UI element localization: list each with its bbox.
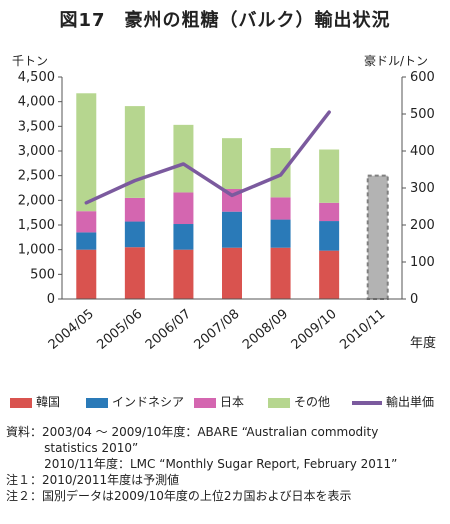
- y2-tick-label: 500: [410, 107, 435, 122]
- x-tick-label: 2008/09: [240, 307, 291, 353]
- legend-swatch-other: [268, 397, 290, 408]
- bar-japan: [270, 197, 291, 220]
- x-tick-label: 2010/11: [337, 307, 388, 353]
- bar-forecast: [366, 174, 389, 301]
- bar-korea: [124, 247, 145, 299]
- legend-item-japan: 日本: [194, 393, 244, 410]
- y-tick-label: 2,000: [18, 193, 55, 208]
- bar-korea: [270, 247, 291, 299]
- bar-japan: [173, 192, 194, 225]
- bar-other: [124, 106, 145, 198]
- line-export-price: [84, 110, 331, 205]
- x-tick-label: 2006/07: [143, 307, 194, 353]
- y-tick-label: 1,500: [18, 218, 55, 233]
- note-line: 2010/11年度：LMC “Monthly Sugar Report, Feb…: [6, 457, 398, 471]
- left-axis-unit: 千トン: [12, 54, 49, 68]
- y2-tick-label: 400: [410, 144, 435, 159]
- y2-tick-label: 600: [410, 70, 435, 85]
- y-tick-label: 500: [30, 267, 55, 282]
- y-tick-label: 3,000: [18, 144, 55, 159]
- y-tick-label: 1,000: [18, 243, 55, 258]
- legend-swatch-price: [352, 400, 382, 405]
- bar-korea: [76, 249, 97, 299]
- bar-indonesia: [124, 221, 145, 248]
- x-tick-label: 2009/10: [289, 307, 340, 353]
- legend-item-korea: 韓国: [10, 393, 60, 410]
- bar-indonesia: [319, 221, 340, 251]
- bar-other: [76, 93, 97, 212]
- y-tick-label: 2,500: [18, 169, 55, 184]
- legend-label-japan: 日本: [220, 395, 245, 409]
- bar-japan: [76, 211, 97, 233]
- legend-label-indonesia: インドネシア: [112, 395, 185, 409]
- legend-item-price: 輸出単価: [352, 393, 434, 410]
- note-line: 注１：2010/2011年度は予測値: [6, 473, 180, 487]
- legend-label-korea: 韓国: [36, 395, 61, 409]
- bar-korea: [222, 247, 242, 299]
- bar-indonesia: [270, 219, 291, 248]
- chart-plot: 0 500 1,000 1,500 2,000 2,500 3,000 3,500 4,000 4…: [18, 70, 436, 353]
- bar-indonesia: [222, 211, 242, 248]
- bar-korea: [319, 250, 340, 299]
- right-axis-unit: 豪ドル/トン: [364, 54, 429, 68]
- legend-swatch-japan: [194, 397, 216, 408]
- note-line: 注２：国別データは2009/10年度の上位2カ国および日本を表示: [6, 489, 352, 503]
- legend-item-other: その他: [268, 393, 330, 410]
- bar-indonesia: [76, 232, 97, 250]
- x-axis-unit: 年度: [410, 335, 436, 351]
- legend-item-indonesia: インドネシア: [86, 393, 184, 410]
- bar-korea: [173, 249, 194, 299]
- bar-japan: [124, 197, 145, 222]
- source-notes: 資料：2003/04 ～ 2009/10年度：ABARE “Australian…: [6, 424, 450, 504]
- y2-tick-label: 100: [410, 255, 435, 270]
- x-tick-label: 2004/05: [46, 307, 97, 353]
- y-tick-label: 3,500: [18, 119, 55, 134]
- y-tick-label: 4,000: [18, 95, 55, 110]
- y2-tick-label: 0: [410, 292, 418, 307]
- y-tick-label: 4,500: [18, 70, 55, 85]
- x-tick-label: 2005/06: [94, 307, 145, 353]
- bar-other: [173, 124, 194, 193]
- bar-japan: [319, 202, 340, 222]
- note-line: statistics 2010”: [6, 441, 139, 455]
- legend-label-price: 輸出単価: [386, 395, 435, 409]
- x-tick-label: 2007/08: [192, 307, 243, 353]
- chart-title: 図17 豪州の粗糖（バルク）輸出状況: [59, 10, 391, 31]
- bar-indonesia: [173, 224, 194, 250]
- y2-tick-label: 200: [410, 218, 435, 233]
- note-line: 資料：2003/04 ～ 2009/10年度：ABARE “Australian…: [6, 425, 379, 439]
- y-tick-label: 0: [47, 292, 55, 307]
- bar-other: [222, 138, 242, 189]
- y2-tick-label: 300: [410, 181, 435, 196]
- bar-other: [319, 149, 340, 203]
- legend-swatch-korea: [10, 397, 32, 408]
- legend: 韓国 インドネシア 日本 その他 輸出単価: [6, 393, 450, 409]
- legend-swatch-indonesia: [86, 397, 108, 408]
- legend-label-other: その他: [294, 395, 331, 409]
